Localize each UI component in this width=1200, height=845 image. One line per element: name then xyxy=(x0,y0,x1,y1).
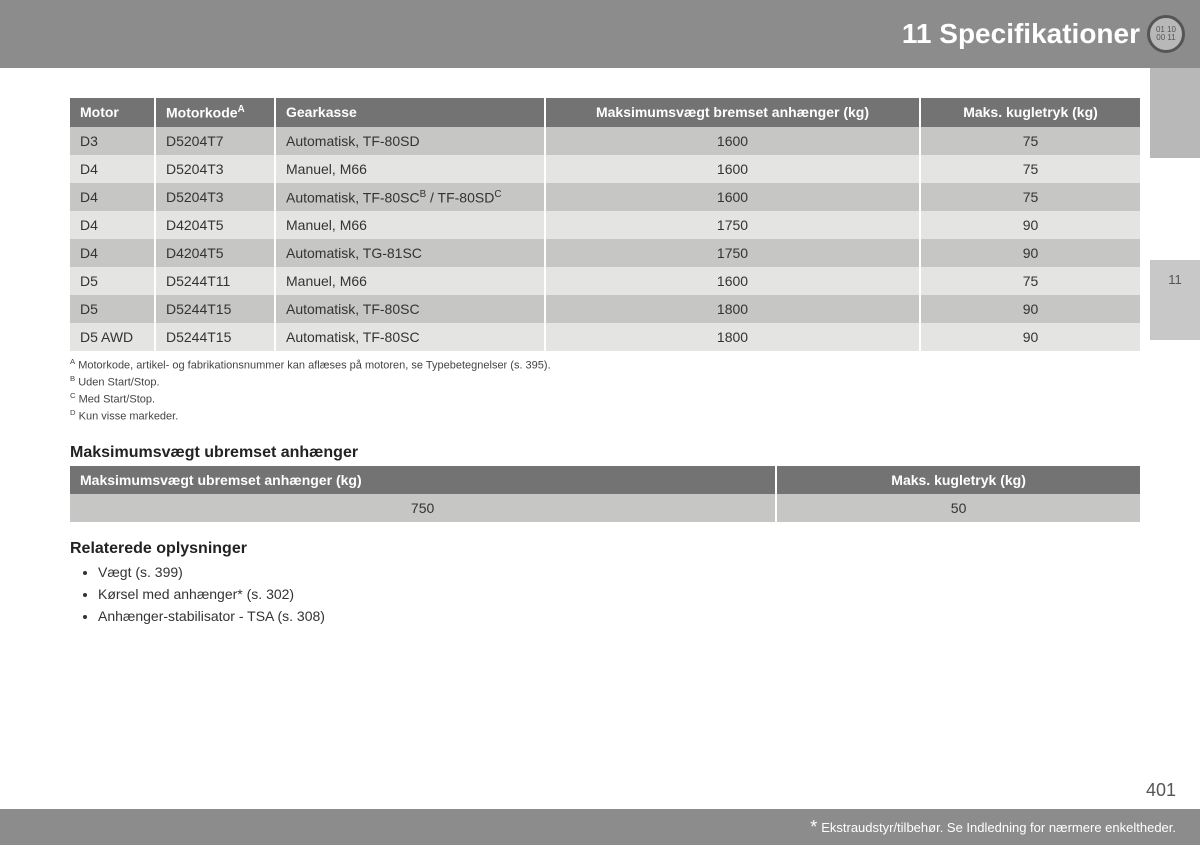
cell-motorkode: D5244T15 xyxy=(155,295,275,323)
cell-gearkasse: Manuel, M66 xyxy=(275,155,545,183)
cell-kugletryk: 90 xyxy=(920,323,1140,351)
cell-kugletryk: 75 xyxy=(920,127,1140,155)
table-row: D5D5244T11Manuel, M66160075 xyxy=(70,267,1140,295)
cell-gearkasse: Manuel, M66 xyxy=(275,211,545,239)
cell-gearkasse: Automatisk, TF-80SC xyxy=(275,323,545,351)
section-heading-unbraked: Maksimumsvægt ubremset anhænger xyxy=(70,444,1140,462)
cell-motorkode: D4204T5 xyxy=(155,211,275,239)
cell-motorkode: D4204T5 xyxy=(155,239,275,267)
badge-text: 01 1000 11 xyxy=(1156,26,1176,42)
footnotes: A Motorkode, artikel- og fabrikationsnum… xyxy=(70,357,1140,425)
cell-vaegt: 1800 xyxy=(545,323,920,351)
footnote-star: * xyxy=(810,817,817,838)
right-sidebar-block xyxy=(1150,68,1200,158)
section-tab-number: 11 xyxy=(1168,272,1182,287)
cell-motorkode: D5244T11 xyxy=(155,267,275,295)
specifications-table: Motor MotorkodeA Gearkasse Maksimumsvægt… xyxy=(70,98,1140,351)
th-unbraked-kugle: Maks. kugletryk (kg) xyxy=(776,466,1140,494)
cell-motor: D5 xyxy=(70,295,155,323)
chapter-title: 11 Specifikationer xyxy=(902,18,1140,50)
footer-bar: * Ekstraudstyr/tilbehør. Se Indledning f… xyxy=(0,809,1200,845)
footnote-c: C Med Start/Stop. xyxy=(70,391,1140,408)
table-row: D4D5204T3Manuel, M66160075 xyxy=(70,155,1140,183)
table-row: 750 50 xyxy=(70,494,1140,522)
th-maks-kugletryk: Maks. kugletryk (kg) xyxy=(920,98,1140,127)
table-row: D4D5204T3Automatisk, TF-80SCB / TF-80SDC… xyxy=(70,183,1140,212)
cell-motor: D5 AWD xyxy=(70,323,155,351)
list-item: Vægt (s. 399) xyxy=(98,564,1140,580)
cell-gearkasse: Automatisk, TF-80SCB / TF-80SDC xyxy=(275,183,545,212)
page-number: 401 xyxy=(1146,780,1176,801)
cell-vaegt: 1750 xyxy=(545,211,920,239)
cell-motor: D5 xyxy=(70,267,155,295)
cell-motorkode: D5204T3 xyxy=(155,155,275,183)
page-content: Motor MotorkodeA Gearkasse Maksimumsvægt… xyxy=(0,68,1200,624)
cell-vaegt: 1600 xyxy=(545,183,920,212)
cell-motor: D4 xyxy=(70,155,155,183)
cell-unbraked-weight: 750 xyxy=(70,494,776,522)
footnote-b: B Uden Start/Stop. xyxy=(70,374,1140,391)
cell-motorkode: D5244T15 xyxy=(155,323,275,351)
header-badge-icon: 01 1000 11 xyxy=(1147,15,1185,53)
cell-motorkode: D5204T7 xyxy=(155,127,275,155)
th-gearkasse: Gearkasse xyxy=(275,98,545,127)
footnote-a: A Motorkode, artikel- og fabrikationsnum… xyxy=(70,357,1140,374)
related-list: Vægt (s. 399) Kørsel med anhænger* (s. 30… xyxy=(70,564,1140,624)
cell-gearkasse: Automatisk, TF-80SD xyxy=(275,127,545,155)
th-maks-vaegt: Maksimumsvægt bremset anhænger (kg) xyxy=(545,98,920,127)
cell-motor: D4 xyxy=(70,239,155,267)
footer-text: Ekstraudstyr/tilbehør. Se Indledning for… xyxy=(821,820,1176,835)
cell-kugletryk: 75 xyxy=(920,267,1140,295)
cell-kugletryk: 90 xyxy=(920,239,1140,267)
footnote-d: D Kun visse markeder. xyxy=(70,408,1140,425)
th-unbraked-weight: Maksimumsvægt ubremset anhænger (kg) xyxy=(70,466,776,494)
cell-motor: D4 xyxy=(70,183,155,212)
cell-vaegt: 1600 xyxy=(545,155,920,183)
list-item: Kørsel med anhænger* (s. 302) xyxy=(98,586,1140,602)
header-bar: 11 Specifikationer 01 1000 11 xyxy=(0,0,1200,68)
table-row: D5 AWDD5244T15Automatisk, TF-80SC180090 xyxy=(70,323,1140,351)
table-row: D3D5204T7Automatisk, TF-80SD160075 xyxy=(70,127,1140,155)
cell-kugletryk: 90 xyxy=(920,211,1140,239)
unbraked-table: Maksimumsvægt ubremset anhænger (kg) Mak… xyxy=(70,466,1140,522)
cell-kugletryk: 75 xyxy=(920,183,1140,212)
cell-gearkasse: Automatisk, TG-81SC xyxy=(275,239,545,267)
cell-motor: D3 xyxy=(70,127,155,155)
cell-vaegt: 1600 xyxy=(545,267,920,295)
cell-vaegt: 1750 xyxy=(545,239,920,267)
cell-vaegt: 1800 xyxy=(545,295,920,323)
table-row: D4D4204T5Automatisk, TG-81SC175090 xyxy=(70,239,1140,267)
cell-kugletryk: 90 xyxy=(920,295,1140,323)
cell-kugletryk: 75 xyxy=(920,155,1140,183)
table-row: D5D5244T15Automatisk, TF-80SC180090 xyxy=(70,295,1140,323)
th-motor: Motor xyxy=(70,98,155,127)
table-row: D4D4204T5Manuel, M66175090 xyxy=(70,211,1140,239)
cell-motor: D4 xyxy=(70,211,155,239)
cell-motorkode: D5204T3 xyxy=(155,183,275,212)
table-header-row: Motor MotorkodeA Gearkasse Maksimumsvægt… xyxy=(70,98,1140,127)
table-header-row: Maksimumsvægt ubremset anhænger (kg) Mak… xyxy=(70,466,1140,494)
cell-gearkasse: Manuel, M66 xyxy=(275,267,545,295)
cell-gearkasse: Automatisk, TF-80SC xyxy=(275,295,545,323)
cell-vaegt: 1600 xyxy=(545,127,920,155)
related-heading: Relaterede oplysninger xyxy=(70,540,1140,558)
th-motorkode: MotorkodeA xyxy=(155,98,275,127)
section-tab: 11 xyxy=(1150,260,1200,340)
cell-unbraked-kugle: 50 xyxy=(776,494,1140,522)
list-item: Anhænger-stabilisator - TSA (s. 308) xyxy=(98,608,1140,624)
